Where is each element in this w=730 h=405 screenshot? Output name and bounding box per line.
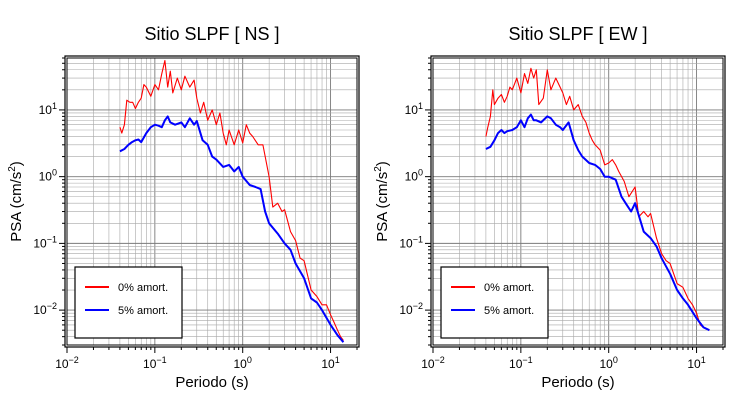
- y-tick-label: 10−2: [399, 301, 423, 317]
- y-tick-label: 100: [39, 168, 57, 184]
- axis-frame-outer: [64, 55, 360, 348]
- x-tick-label-base: 10: [421, 357, 435, 371]
- x-tick-label: 10−2: [55, 355, 79, 371]
- y-axis-label: PSA (cm/s2): [7, 161, 25, 242]
- y-axis-label-main: PSA (cm/s: [374, 172, 391, 242]
- tick-marks: [59, 57, 358, 353]
- y-tick-label: 101: [39, 101, 57, 117]
- x-tick-label-base: 10: [321, 357, 335, 371]
- y-tick-label-base: 10: [33, 236, 47, 250]
- y-tick-label-base: 10: [33, 303, 47, 317]
- series-line-0: [119, 59, 344, 341]
- x-tick-label-base: 10: [234, 357, 248, 371]
- x-tick-label-exp: −2: [69, 355, 79, 365]
- axis-frame: [66, 57, 358, 346]
- axis-frame: [432, 57, 724, 346]
- x-tick-label: 10−1: [143, 355, 167, 371]
- y-tick-label: 10−1: [399, 234, 423, 250]
- legend: 0% amort. 5% amort.: [74, 266, 183, 339]
- x-axis-label: Periodo (s): [541, 374, 614, 391]
- x-tick-label-base: 10: [143, 357, 157, 371]
- x-tick-label-base: 10: [600, 357, 614, 371]
- y-tick-label-base: 10: [405, 103, 419, 117]
- x-tick-label: 10−2: [421, 355, 445, 371]
- y-tick-label: 101: [405, 101, 423, 117]
- legend-label-0: 0% amort.: [118, 282, 168, 294]
- x-tick-label-base: 10: [687, 357, 701, 371]
- x-tick-label-exp: −2: [435, 355, 445, 365]
- legend: 0% amort. 5% amort.: [440, 266, 549, 339]
- x-tick-label-base: 10: [55, 357, 69, 371]
- x-tick-label-exp: 0: [247, 355, 252, 365]
- x-axis-label: Periodo (s): [175, 374, 248, 391]
- y-axis-label-close: ): [8, 161, 25, 166]
- y-axis-label: PSA (cm/s2): [373, 161, 391, 242]
- y-tick-label-base: 10: [405, 170, 419, 184]
- legend-label-1: 5% amort.: [484, 305, 534, 317]
- y-axis-label-sup: 2: [373, 166, 384, 172]
- x-tick-label-exp: −1: [522, 355, 532, 365]
- series-line-1: [119, 115, 345, 343]
- y-tick-label: 100: [405, 168, 423, 184]
- x-tick-label: 100: [234, 355, 252, 371]
- y-tick-label-exp: 0: [52, 168, 57, 178]
- y-tick-label-base: 10: [399, 303, 413, 317]
- y-tick-label-exp: −2: [47, 301, 57, 311]
- y-tick-label-exp: 0: [418, 168, 423, 178]
- y-axis-label-sup: 2: [7, 166, 18, 172]
- y-axis-label-main: PSA (cm/s: [8, 172, 25, 242]
- legend-label-1: 5% amort.: [118, 305, 168, 317]
- y-tick-label-exp: −1: [47, 234, 57, 244]
- axis-frame-outer: [430, 55, 726, 348]
- x-tick-label: 10−1: [509, 355, 533, 371]
- y-tick-label-exp: 1: [418, 101, 423, 111]
- x-tick-label: 101: [687, 355, 705, 371]
- y-axis-label-close: ): [374, 161, 391, 166]
- series-line-1: [485, 113, 710, 332]
- x-tick-label-exp: −1: [156, 355, 166, 365]
- y-tick-label-exp: 1: [52, 101, 57, 111]
- legend-box: [440, 266, 549, 339]
- x-tick-label-exp: 0: [613, 355, 618, 365]
- x-tick-label: 101: [321, 355, 339, 371]
- y-tick-label: 10−2: [33, 301, 57, 317]
- x-tick-label-exp: 1: [701, 355, 706, 365]
- chart-title: Sitio SLPF [ NS ]: [144, 24, 279, 44]
- y-tick-label-exp: −1: [413, 234, 423, 244]
- legend-box: [74, 266, 183, 339]
- x-tick-label-base: 10: [509, 357, 523, 371]
- y-tick-label-base: 10: [39, 170, 53, 184]
- y-tick-label-base: 10: [399, 236, 413, 250]
- x-tick-label: 100: [600, 355, 618, 371]
- chart-title: Sitio SLPF [ EW ]: [508, 24, 647, 44]
- tick-marks: [425, 57, 724, 353]
- y-tick-label-base: 10: [39, 103, 53, 117]
- x-tick-label-exp: 1: [335, 355, 340, 365]
- y-tick-label-exp: −2: [413, 301, 423, 311]
- legend-label-0: 0% amort.: [484, 282, 534, 294]
- series-line-0: [485, 67, 710, 331]
- y-tick-label: 10−1: [33, 234, 57, 250]
